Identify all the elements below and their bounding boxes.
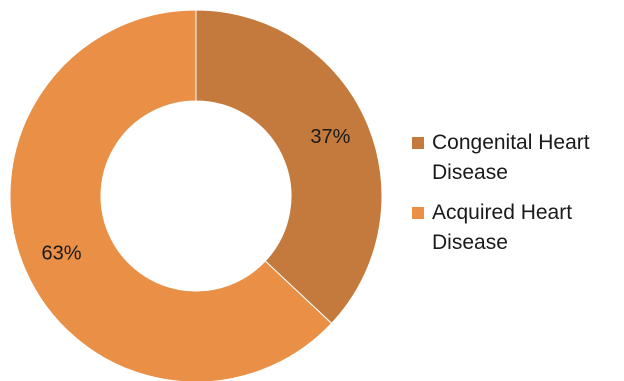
legend-item-congenital: Congenital Heart Disease bbox=[412, 128, 624, 188]
legend: Congenital Heart Disease Acquired Heart … bbox=[412, 128, 624, 268]
donut-chart: 37% 63% bbox=[9, 9, 383, 381]
legend-swatch-acquired bbox=[412, 207, 424, 219]
data-label-congenital: 37% bbox=[310, 126, 350, 148]
legend-label-acquired: Acquired Heart Disease bbox=[432, 201, 573, 254]
donut-slice-congenital bbox=[195, 9, 383, 325]
data-label-acquired: 63% bbox=[42, 242, 82, 264]
legend-label-congenital: Congenital Heart Disease bbox=[432, 131, 590, 184]
donut-slice-acquired bbox=[9, 9, 333, 381]
legend-swatch-congenital bbox=[412, 137, 424, 149]
legend-item-acquired: Acquired Heart Disease bbox=[412, 198, 624, 258]
